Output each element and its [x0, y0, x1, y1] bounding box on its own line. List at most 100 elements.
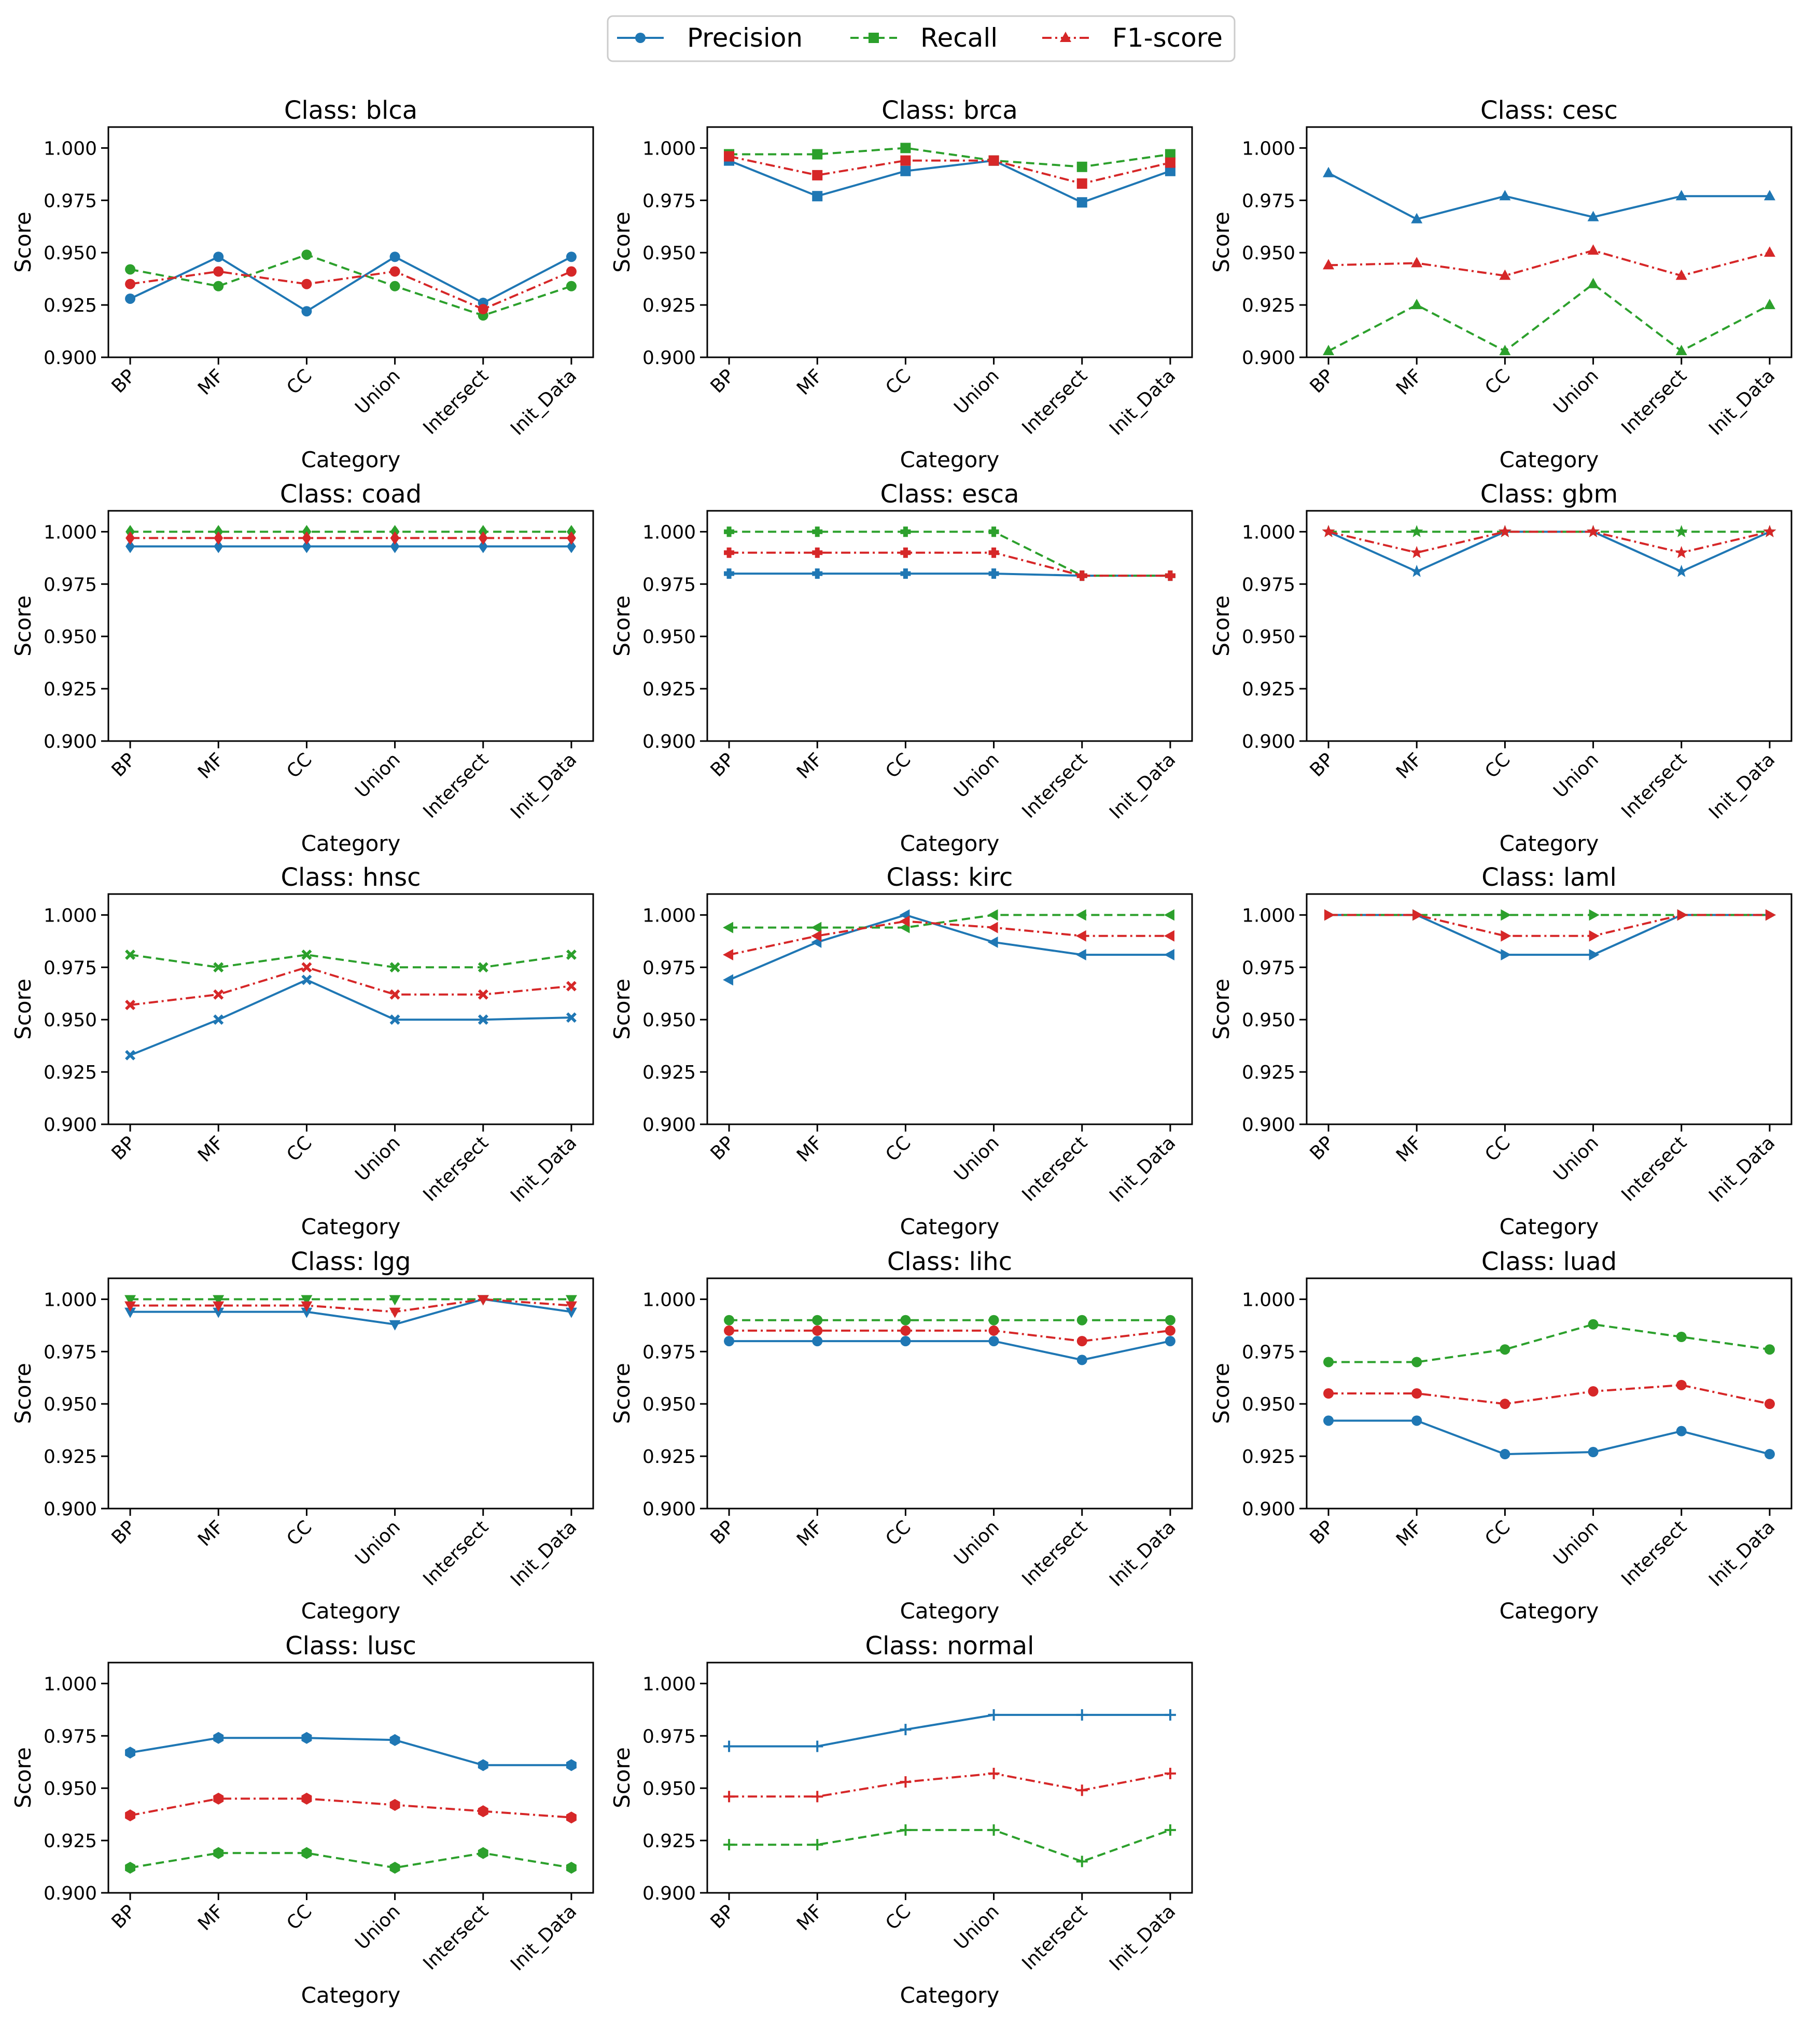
x-axis-label: Category — [301, 1598, 401, 1624]
data-point-precision — [125, 1050, 136, 1061]
data-point-recall — [1411, 299, 1423, 310]
y-tick-label: 0.925 — [642, 1831, 696, 1852]
plot-frame — [706, 1662, 1193, 1894]
data-point-recall — [723, 1839, 735, 1851]
data-point-recall — [1499, 344, 1511, 355]
data-point-f1-score — [723, 1791, 735, 1803]
data-point-precision — [1076, 1355, 1087, 1365]
data-point-f1-score — [389, 1798, 400, 1811]
data-point-precision — [301, 1732, 312, 1744]
x-tick-label: Init_Data — [507, 749, 581, 823]
data-point-precision — [125, 1747, 136, 1759]
data-point-f1-score — [988, 1767, 1000, 1779]
x-tick-label: CC — [283, 1132, 316, 1166]
legend-marker-precision — [635, 33, 646, 43]
data-point-f1-score — [125, 999, 136, 1010]
data-point-recall — [1410, 525, 1423, 537]
series-line-f1-score — [130, 270, 572, 311]
data-point-recall — [1587, 277, 1599, 288]
y-tick-label: 1.000 — [642, 1673, 696, 1695]
data-point-f1-score — [1675, 546, 1688, 559]
data-point-precision — [566, 1012, 577, 1023]
data-point-precision — [1500, 1449, 1510, 1460]
y-tick-label: 1.000 — [44, 138, 97, 159]
subplot-title: Class: lihc — [887, 1247, 1012, 1276]
y-tick-label: 1.000 — [1242, 905, 1295, 926]
data-point-recall — [1164, 909, 1174, 921]
data-point-f1-score — [900, 547, 911, 558]
data-point-recall — [213, 962, 224, 973]
data-point-recall — [1675, 344, 1687, 355]
data-point-f1-score — [1164, 930, 1174, 942]
y-tick-label: 0.950 — [44, 1394, 97, 1415]
data-point-recall — [1763, 299, 1775, 310]
series-line-precision — [729, 1340, 1171, 1361]
data-point-precision — [1076, 1709, 1088, 1721]
x-axis-label: Category — [900, 1983, 1000, 2008]
data-point-f1-score — [389, 1307, 401, 1318]
y-tick-label: 0.975 — [44, 957, 97, 979]
data-point-recall — [988, 1824, 1000, 1836]
subplot-title: Class: hnsc — [281, 863, 421, 892]
data-point-f1-score — [812, 170, 823, 180]
data-point-recall — [1323, 1357, 1334, 1368]
x-tick-label: MF — [1392, 1516, 1426, 1551]
x-tick-label: Intersect — [1018, 365, 1091, 439]
data-point-f1-score — [1411, 1388, 1422, 1399]
y-tick-label: 0.975 — [1242, 1342, 1295, 1363]
y-tick-label: 0.900 — [1242, 1114, 1295, 1136]
x-axis-label: Category — [900, 447, 1000, 472]
data-point-f1-score — [900, 1325, 911, 1336]
data-point-f1-score — [213, 1792, 224, 1805]
x-tick-label: BP — [1306, 1132, 1338, 1164]
plot-frame — [706, 1277, 1193, 1510]
data-point-recall — [988, 1315, 999, 1326]
subplot-blca: Class: blca 0.900 0.925 0.950 0.975 1.000 BP MF… — [10, 96, 594, 472]
data-point-precision — [125, 539, 135, 553]
y-tick-label: 0.925 — [44, 1831, 97, 1852]
data-point-precision — [389, 1014, 400, 1025]
series-line-f1-score — [1328, 531, 1770, 554]
data-point-f1-score — [478, 531, 488, 545]
x-tick-label: Union — [1549, 1516, 1603, 1570]
x-tick-label: Union — [950, 1132, 1003, 1185]
data-point-recall — [125, 264, 136, 275]
series-line-f1-score — [130, 966, 572, 1006]
plot-frame — [706, 893, 1193, 1125]
data-point-recall — [1076, 1855, 1088, 1867]
subplot-title: Class: blca — [284, 96, 417, 125]
y-tick-label: 0.975 — [1242, 574, 1295, 595]
data-point-precision — [125, 293, 136, 304]
y-tick-label: 0.975 — [44, 1342, 97, 1363]
data-point-precision — [213, 252, 224, 262]
x-tick-label: Intersect — [419, 1132, 493, 1206]
data-point-f1-score — [1587, 525, 1600, 537]
x-axis-label: Category — [1500, 1598, 1599, 1624]
data-point-recall — [1075, 909, 1086, 921]
series-line-recall — [729, 914, 1170, 929]
data-point-recall — [213, 1847, 224, 1859]
y-tick-label: 0.925 — [642, 295, 696, 316]
series-line-recall — [1328, 1323, 1770, 1363]
data-point-f1-score — [1765, 909, 1776, 921]
data-point-precision — [1323, 1415, 1334, 1426]
plot-frame — [107, 893, 594, 1125]
series-line-f1-score — [130, 1298, 572, 1313]
series-line-recall — [729, 1829, 1171, 1863]
data-point-f1-score — [389, 266, 400, 277]
data-point-recall — [1165, 1315, 1175, 1326]
x-tick-label: Intersect — [1617, 1132, 1691, 1206]
data-point-f1-score — [566, 981, 577, 992]
x-tick-label: Intersect — [1018, 1132, 1091, 1206]
x-tick-label: BP — [108, 1901, 140, 1933]
x-axis-label: Category — [301, 447, 401, 472]
subplot-lgg: Class: lgg 0.900 0.925 0.950 0.975 1.000 BP MF C… — [10, 1247, 594, 1624]
y-tick-label: 0.900 — [1242, 1499, 1295, 1520]
data-point-precision — [988, 568, 999, 579]
data-point-f1-score — [724, 547, 735, 558]
data-point-precision — [724, 1336, 735, 1347]
data-point-precision — [478, 1759, 488, 1771]
y-tick-label: 1.000 — [1242, 138, 1295, 159]
x-tick-label: Init_Data — [1705, 1516, 1779, 1591]
